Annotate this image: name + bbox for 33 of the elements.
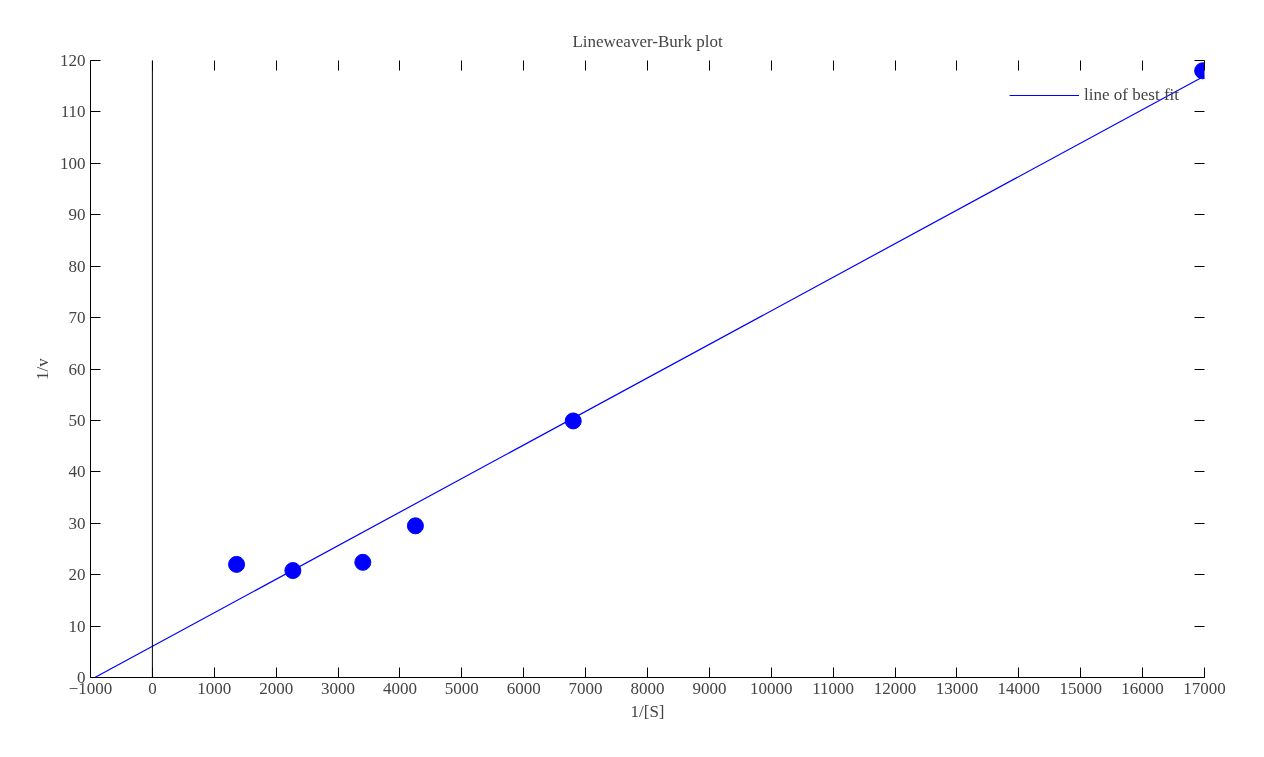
y-tick-label: 40	[68, 462, 86, 482]
y-tick-label: 100	[60, 153, 86, 173]
y-tick-label: 80	[68, 256, 86, 276]
y-tick-label: 120	[60, 51, 86, 70]
y-tick-label: 50	[68, 410, 86, 430]
x-tick-label: 4000	[382, 678, 417, 698]
x-tick-label: 3000	[321, 678, 356, 698]
x-tick-label: 16000	[1121, 678, 1164, 698]
x-tick-label: 10000	[750, 678, 793, 698]
x-axis-title: 1/[S]	[630, 701, 665, 721]
y-tick-label: 70	[68, 308, 86, 328]
y-axis-title: 1/v	[33, 357, 52, 380]
x-tick-label: 13000	[935, 678, 979, 698]
x-tick-label: 6000	[506, 678, 541, 698]
x-tick-label: 1000	[197, 678, 232, 698]
x-tick-label: 17000	[1183, 678, 1226, 698]
x-tick-label: 9000	[692, 678, 727, 698]
chart-title: Lineweaver-Burk plot	[572, 31, 723, 51]
y-tick-label: 20	[68, 565, 86, 585]
y-tick-label: 110	[60, 102, 86, 122]
x-tick-label: 11000	[812, 678, 855, 698]
x-tick-label: 12000	[873, 678, 917, 698]
y-tick-label: 60	[68, 359, 86, 379]
x-tick-label: 0	[148, 678, 157, 698]
x-tick-label: 8000	[630, 678, 665, 698]
x-tick-label: 5000	[444, 678, 479, 698]
y-tick-label: 90	[68, 205, 86, 225]
x-tick-label: 15000	[1059, 678, 1102, 698]
x-tick-label: 7000	[568, 678, 603, 698]
y-tick-label: 30	[68, 513, 86, 533]
x-tick-label: 14000	[997, 678, 1041, 698]
x-tick-label: 2000	[259, 678, 294, 698]
y-tick-label: 10	[68, 616, 86, 636]
